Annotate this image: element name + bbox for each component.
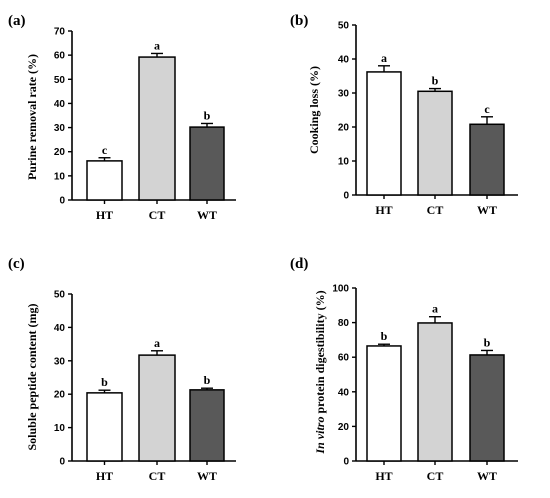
significance-letter-c-ht: b bbox=[101, 375, 108, 389]
y-tick-label-d-20: 20 bbox=[338, 422, 350, 433]
bar-c-ht bbox=[86, 392, 123, 462]
y-tick-label-c-0: 0 bbox=[59, 457, 65, 468]
x-tick-label-c-ct: CT bbox=[149, 469, 166, 483]
y-tick-label-b-10: 10 bbox=[338, 157, 350, 168]
y-tick-label-c-30: 30 bbox=[54, 356, 66, 367]
y-axis-label-c: Soluble peptide content (mg) bbox=[25, 303, 39, 450]
bar-d-ht bbox=[366, 345, 402, 462]
x-tick-label-a-wt: WT bbox=[197, 208, 217, 222]
panel-label-c: (c) bbox=[8, 256, 25, 272]
y-tick-label-a-10: 10 bbox=[54, 171, 66, 182]
y-axis-label-d-italic: In vitro bbox=[313, 417, 327, 455]
bar-d-ct bbox=[417, 322, 453, 462]
x-tick-label-a-ct: CT bbox=[149, 208, 166, 222]
y-tick-label-a-0: 0 bbox=[59, 196, 65, 207]
x-tick-label-a-ht: HT bbox=[96, 208, 113, 222]
bar-a-wt bbox=[189, 126, 225, 201]
bar-c-ct bbox=[138, 354, 176, 462]
y-axis-label-d-rest: protein digestibility (%) bbox=[313, 290, 327, 416]
significance-letter-a-ct: a bbox=[154, 38, 160, 52]
y-tick-label-a-60: 60 bbox=[54, 51, 66, 62]
bar-b-wt bbox=[469, 123, 505, 196]
y-tick-label-d-40: 40 bbox=[338, 387, 350, 398]
significance-letter-c-ct: a bbox=[154, 336, 160, 350]
y-tick-label-a-30: 30 bbox=[54, 123, 66, 134]
bar-b-ct bbox=[417, 90, 453, 196]
bar-a-ht bbox=[86, 160, 123, 201]
panel-label-d: (d) bbox=[290, 256, 308, 272]
y-tick-label-a-20: 20 bbox=[54, 147, 66, 158]
y-axis-label-a: Purine removal rate (%) bbox=[25, 54, 39, 180]
panel-label-b: (b) bbox=[290, 13, 308, 29]
y-tick-label-b-0: 0 bbox=[343, 191, 349, 202]
y-tick-label-b-50: 50 bbox=[338, 21, 350, 32]
x-tick-label-d-ht: HT bbox=[375, 469, 392, 483]
y-axis-label-b: Cooking loss (%) bbox=[307, 66, 321, 154]
panel-label-a: (a) bbox=[8, 13, 26, 29]
significance-letter-d-ct: a bbox=[432, 302, 438, 316]
x-tick-label-d-ct: CT bbox=[427, 469, 444, 483]
bar-d-wt bbox=[469, 354, 505, 462]
x-tick-label-b-ht: HT bbox=[375, 203, 392, 217]
y-tick-label-a-50: 50 bbox=[54, 75, 66, 86]
x-tick-label-b-wt: WT bbox=[477, 203, 497, 217]
significance-letter-a-ht: c bbox=[102, 143, 108, 157]
plots-layer: 0 10 20 30 40 50 60 70 c HT a CT b WT 0 10 20 30 40 50 a HT b C… bbox=[54, 21, 518, 483]
y-tick-label-d-80: 80 bbox=[338, 318, 350, 329]
bar-b-ht bbox=[366, 71, 402, 196]
significance-letter-c-wt: b bbox=[204, 373, 211, 387]
x-tick-label-c-ht: HT bbox=[96, 469, 113, 483]
significance-letter-b-ht: a bbox=[381, 51, 387, 65]
y-tick-label-c-20: 20 bbox=[54, 390, 66, 401]
bar-a-ct bbox=[138, 56, 176, 201]
y-tick-label-d-60: 60 bbox=[338, 353, 350, 364]
x-tick-label-d-wt: WT bbox=[477, 469, 497, 483]
significance-letter-b-wt: c bbox=[484, 102, 490, 116]
y-tick-label-a-40: 40 bbox=[54, 99, 66, 110]
y-tick-label-d-0: 0 bbox=[343, 457, 349, 468]
y-tick-label-c-10: 10 bbox=[54, 423, 66, 434]
y-tick-label-a-70: 70 bbox=[54, 27, 66, 38]
y-tick-label-d-100: 100 bbox=[332, 284, 349, 295]
y-tick-label-c-50: 50 bbox=[54, 290, 66, 301]
significance-letter-d-ht: b bbox=[381, 329, 388, 343]
y-tick-label-b-30: 30 bbox=[338, 89, 350, 100]
significance-letter-a-wt: b bbox=[204, 108, 211, 122]
bar-c-wt bbox=[189, 389, 225, 462]
significance-letter-d-wt: b bbox=[484, 335, 491, 349]
significance-letter-b-ct: b bbox=[432, 74, 439, 88]
y-tick-label-b-20: 20 bbox=[338, 123, 350, 134]
y-axis-label-d: In vitro protein digestibility (%) bbox=[313, 290, 327, 454]
x-tick-label-c-wt: WT bbox=[197, 469, 217, 483]
y-tick-label-b-40: 40 bbox=[338, 55, 350, 66]
x-tick-label-b-ct: CT bbox=[427, 203, 444, 217]
y-tick-label-c-40: 40 bbox=[54, 323, 66, 334]
